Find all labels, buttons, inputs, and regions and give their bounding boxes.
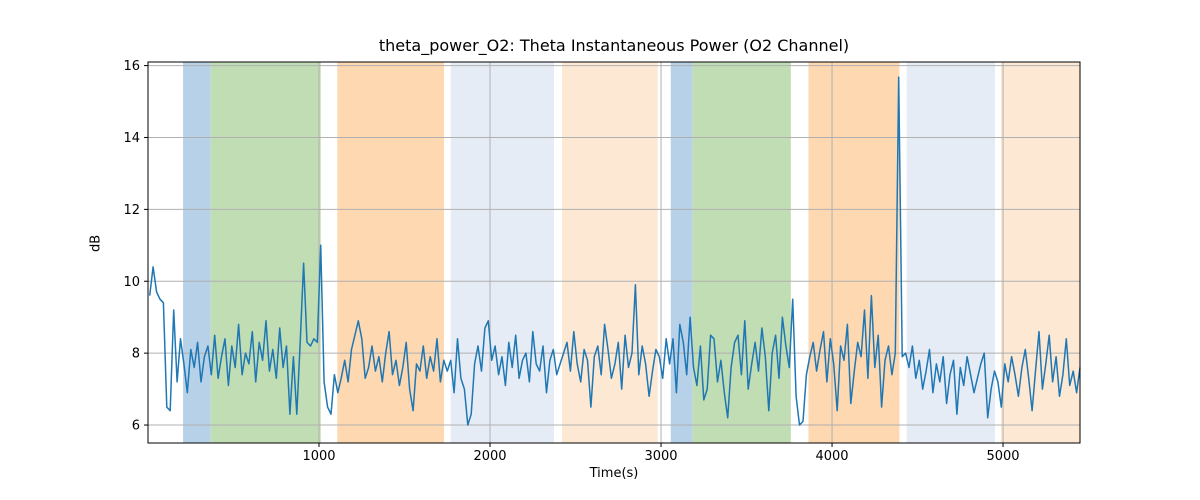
x-tick-label: 2000 (473, 449, 506, 464)
band-orange (808, 62, 900, 443)
chart-title: theta_power_O2: Theta Instantaneous Powe… (378, 36, 850, 55)
band-green (692, 62, 791, 443)
y-tick-label: 12 (123, 203, 140, 218)
band-light-blue (906, 62, 996, 443)
y-axis-label-text: dB (88, 234, 104, 252)
y-tick-label: 8 (132, 347, 140, 362)
y-tick-label: 6 (132, 419, 140, 434)
y-tick-label: 14 (123, 131, 140, 146)
y-tick-label: 16 (123, 59, 140, 74)
x-tick-label: 3000 (644, 449, 677, 464)
band-blue (670, 62, 693, 443)
band-green (210, 62, 321, 443)
x-axis-label: Time(s) (589, 466, 639, 481)
x-tick-label: 5000 (986, 449, 1019, 464)
x-tick-label: 4000 (815, 449, 848, 464)
data-line-theta_power_O2 (148, 76, 1081, 426)
x-tick-label: 1000 (302, 449, 335, 464)
band-light-orange (562, 62, 658, 443)
band-light-orange (1000, 62, 1080, 443)
band-light-blue (450, 62, 554, 443)
band-orange (337, 62, 445, 443)
plot-spines (147, 61, 1081, 444)
y-tick-label: 10 (123, 275, 140, 290)
